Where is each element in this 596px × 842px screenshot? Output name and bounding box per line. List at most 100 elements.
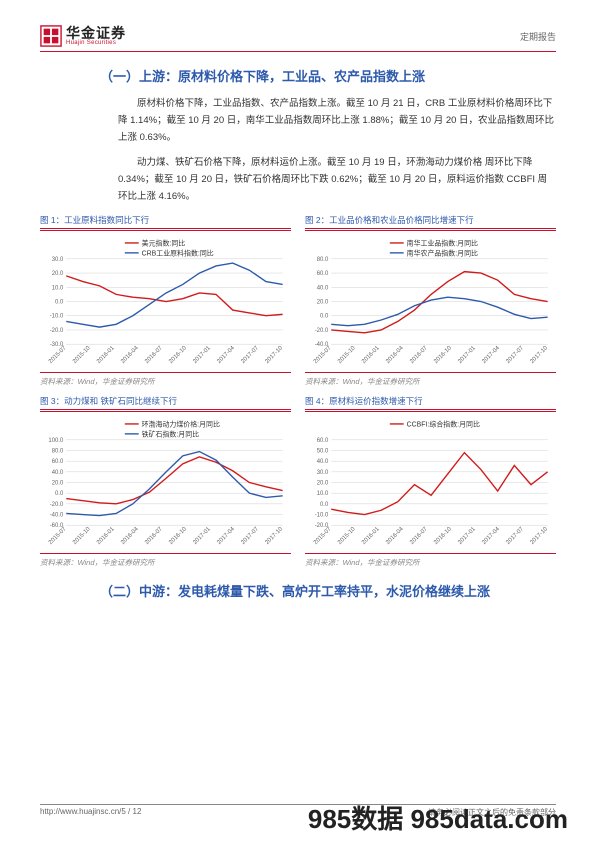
chart-1-caption: 图 1：工业原料指数同比下行 [40,214,291,226]
svg-text:2017-10: 2017-10 [529,525,549,545]
chart-3-block: 图 3：动力煤和 铁矿石同比继续下行 -60.0-40.0-20.00.020.… [40,395,291,568]
svg-text:2017-04: 2017-04 [481,344,501,364]
svg-text:20.0: 20.0 [317,480,329,486]
svg-text:60.0: 60.0 [317,271,329,277]
svg-text:40.0: 40.0 [317,285,329,291]
svg-text:2015-07: 2015-07 [313,345,333,365]
svg-text:20.0: 20.0 [52,480,64,486]
svg-text:2017-07: 2017-07 [505,345,525,365]
svg-text:2015-10: 2015-10 [337,525,357,545]
svg-text:2015-07: 2015-07 [48,526,68,546]
svg-text:2016-01: 2016-01 [361,525,381,545]
svg-text:2016-10: 2016-10 [433,525,453,545]
svg-text:2016-07: 2016-07 [144,345,164,365]
svg-text:40.0: 40.0 [317,459,329,465]
svg-text:2015-10: 2015-10 [337,344,357,364]
svg-text:2016-04: 2016-04 [385,525,405,545]
chart-4-source: 资料来源：Wind，华金证券研究所 [305,557,556,568]
chart-4: -20.0-10.00.010.020.030.040.050.060.0201… [305,411,556,551]
footer-page: 5 / 12 [121,807,141,816]
chart-2-caption: 图 2：工业品价格和农业品价格同比增速下行 [305,214,556,226]
svg-text:0.0: 0.0 [55,299,64,305]
svg-text:2017-10: 2017-10 [264,344,284,364]
chart-4-caption: 图 4：原材料运价指数增速下行 [305,395,556,407]
svg-text:30.0: 30.0 [317,469,329,475]
svg-text:2016-01: 2016-01 [96,525,116,545]
svg-text:60.0: 60.0 [317,437,329,443]
logo-en-text: Huajin Securities [66,40,126,46]
svg-text:60.0: 60.0 [52,459,64,465]
svg-text:-40.0: -40.0 [50,512,64,518]
chart-3-source: 资料来源：Wind，华金证券研究所 [40,557,291,568]
svg-text:20.0: 20.0 [52,271,64,277]
chart-2-block: 图 2：工业品价格和农业品价格同比增速下行 -40.0-20.00.020.04… [305,214,556,387]
svg-text:2016-01: 2016-01 [361,344,381,364]
svg-text:0.0: 0.0 [320,501,329,507]
svg-text:-20.0: -20.0 [50,328,64,334]
section1-p1: 原材料价格下降，工业品指数、农产品指数上涨。截至 10 月 21 日，CRB 工… [118,95,556,146]
svg-text:环渤海动力煤价格:月同比: 环渤海动力煤价格:月同比 [142,419,220,428]
logo: 华金证券 Huajin Securities [40,25,126,47]
footer-url: http://www.huajinsc.cn/ [40,807,121,816]
svg-text:2016-07: 2016-07 [409,526,429,546]
svg-text:2016-07: 2016-07 [144,526,164,546]
svg-text:2017-01: 2017-01 [192,525,212,545]
svg-text:铁矿石指数:月同比: 铁矿石指数:月同比 [142,429,199,438]
chart-2: -40.0-20.00.020.040.060.080.02015-072015… [305,230,556,370]
svg-text:2016-10: 2016-10 [168,525,188,545]
section1-p2: 动力煤、铁矿石价格下降，原材料运价上涨。截至 10 月 19 日，环渤海动力煤价… [118,154,556,205]
svg-text:2016-04: 2016-04 [385,344,405,364]
section2-title: （二）中游：发电耗煤量下跌、高炉开工率持平，水泥价格继续上涨 [100,582,556,603]
svg-text:南华农产品指数:月同比: 南华农产品指数:月同比 [407,248,478,257]
svg-text:50.0: 50.0 [317,448,329,454]
svg-text:2017-10: 2017-10 [264,525,284,545]
chart-3-caption: 图 3：动力煤和 铁矿石同比继续下行 [40,395,291,407]
svg-text:30.0: 30.0 [52,256,64,262]
logo-cn-text: 华金证券 [66,26,126,40]
svg-text:2017-01: 2017-01 [457,344,477,364]
svg-text:2016-07: 2016-07 [409,345,429,365]
watermark: 985数据 985data.com [308,799,568,836]
svg-text:-10.0: -10.0 [50,313,64,319]
svg-text:2015-10: 2015-10 [72,525,92,545]
doc-type: 定期报告 [520,30,556,43]
svg-text:2016-10: 2016-10 [168,344,188,364]
svg-text:南华工业品指数:月同比: 南华工业品指数:月同比 [407,238,478,247]
svg-text:10.0: 10.0 [317,491,329,497]
chart-2-source: 资料来源：Wind，华金证券研究所 [305,376,556,387]
charts-grid: 图 1：工业原料指数同比下行 -30.0-20.0-10.00.010.020.… [40,214,556,568]
svg-text:2017-04: 2017-04 [216,344,236,364]
svg-text:2016-10: 2016-10 [433,344,453,364]
svg-text:0.0: 0.0 [320,313,329,319]
svg-text:2015-10: 2015-10 [72,344,92,364]
svg-text:2017-04: 2017-04 [216,525,236,545]
page-header: 华金证券 Huajin Securities 定期报告 [40,25,556,52]
svg-text:2017-07: 2017-07 [240,526,260,546]
chart-4-block: 图 4：原材料运价指数增速下行 -20.0-10.00.010.020.030.… [305,395,556,568]
svg-text:2016-04: 2016-04 [120,344,140,364]
svg-text:CRB工业原料指数:同比: CRB工业原料指数:同比 [142,248,214,257]
svg-text:2017-01: 2017-01 [457,525,477,545]
chart-1-block: 图 1：工业原料指数同比下行 -30.0-20.0-10.00.010.020.… [40,214,291,387]
section1-title: （一）上游：原材料价格下降，工业品、农产品指数上涨 [100,66,556,85]
svg-text:2017-04: 2017-04 [481,525,501,545]
svg-text:20.0: 20.0 [317,299,329,305]
svg-text:100.0: 100.0 [48,437,64,443]
svg-text:2015-07: 2015-07 [48,345,68,365]
svg-text:2016-04: 2016-04 [120,525,140,545]
svg-text:0.0: 0.0 [55,491,64,497]
chart-1-source: 资料来源：Wind，华金证券研究所 [40,376,291,387]
svg-text:-20.0: -20.0 [50,501,64,507]
svg-text:-20.0: -20.0 [315,328,329,334]
svg-text:2017-07: 2017-07 [505,526,525,546]
svg-text:2016-01: 2016-01 [96,344,116,364]
svg-text:2017-07: 2017-07 [240,345,260,365]
svg-text:80.0: 80.0 [52,448,64,454]
svg-text:美元指数:同比: 美元指数:同比 [142,238,186,247]
svg-text:CCBFI:综合指数:月同比: CCBFI:综合指数:月同比 [407,419,480,428]
svg-text:2017-01: 2017-01 [192,344,212,364]
svg-text:2015-07: 2015-07 [313,526,333,546]
chart-1: -30.0-20.0-10.00.010.020.030.02015-07201… [40,230,291,370]
svg-text:10.0: 10.0 [52,285,64,291]
chart-3: -60.0-40.0-20.00.020.040.060.080.0100.02… [40,411,291,551]
